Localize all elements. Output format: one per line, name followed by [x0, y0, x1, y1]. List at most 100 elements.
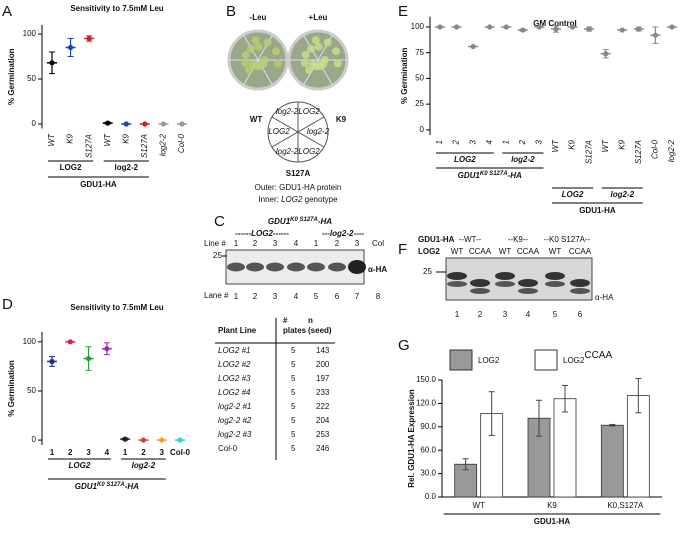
y-tick-label: 90.0 [420, 422, 436, 431]
group-label: --K0 S127A-- [544, 235, 591, 244]
table-cell: LOG2 #2 [218, 360, 251, 369]
table-cell: log2-2 #1 [218, 402, 251, 411]
x-tick-label: WT [472, 501, 485, 510]
legend-part: Inner: [258, 195, 281, 204]
colony [273, 59, 282, 68]
band [246, 262, 264, 272]
legend-text: Outer: GDU1-HA protein [255, 183, 342, 192]
bar [600, 424, 624, 498]
point [49, 60, 55, 66]
panel-letter: D [2, 296, 13, 313]
colony [306, 44, 315, 53]
y-axis-label: % Germination [7, 48, 16, 105]
column-header: # [283, 316, 288, 325]
genotype-label: WT [451, 247, 464, 256]
point [569, 24, 576, 30]
x-tick-label: 3 [86, 448, 91, 457]
x-tick-label: 2 [452, 139, 461, 145]
legend-name: LOG2 [563, 356, 585, 365]
line-number: 2 [335, 239, 340, 248]
column-header: Plant Line [218, 326, 257, 335]
point [503, 24, 509, 30]
point [669, 24, 675, 30]
band [328, 262, 346, 272]
y-tick-label: 50 [27, 74, 36, 83]
table-cell: 143 [316, 346, 330, 355]
column-header: n [308, 316, 313, 325]
band [495, 281, 515, 287]
legend-part: LOG2 [281, 195, 303, 204]
x-tick-label: 2 [141, 448, 146, 457]
band [447, 281, 467, 287]
y-tick-label: 25 [415, 99, 424, 108]
table-cell: LOG2 #4 [218, 388, 251, 397]
table-cell: 5 [291, 346, 296, 355]
group-label: --K9-- [508, 235, 529, 244]
label-sup: K0 S127A [290, 217, 318, 223]
colony [263, 38, 272, 47]
y-axis-label: % Germination [400, 48, 409, 105]
x-tick-label: K9 [547, 501, 557, 510]
colony [248, 60, 257, 69]
table-cell: 5 [291, 360, 296, 369]
label-suffix: -HA [125, 482, 139, 491]
point [586, 26, 592, 32]
lane-number: 6 [578, 310, 583, 319]
table-cell: Col-0 [218, 444, 238, 453]
point [159, 437, 165, 443]
genotype-label: WT [549, 247, 562, 256]
label-suffix: -HA [318, 217, 332, 226]
group-label: LOG2 [562, 190, 584, 199]
group-label: --WT-- [459, 235, 482, 244]
row-heading: LOG2 [418, 247, 440, 256]
group-label: log2-2 [611, 190, 635, 199]
y-tick-label: 60.0 [420, 445, 436, 454]
x-tick-label: 4 [485, 139, 494, 144]
construct-label: GDU1-HA [579, 206, 616, 215]
y-tick-label: 120.0 [416, 399, 437, 408]
x-tick-label: log2-2 [667, 139, 676, 162]
line-number: 3 [273, 239, 278, 248]
line-number: 2 [253, 239, 258, 248]
band [570, 288, 590, 294]
colony [301, 58, 310, 67]
band [227, 262, 245, 272]
group-label: log2-2 [511, 155, 535, 164]
band [470, 288, 490, 294]
band [545, 272, 565, 280]
panel-letter: E [398, 3, 408, 20]
genotype-label: ------LOG2------ [235, 229, 289, 238]
colony [241, 50, 250, 59]
band [570, 279, 590, 287]
x-tick-label: WT [551, 139, 560, 153]
lane-number: 7 [355, 292, 360, 301]
colony [245, 65, 254, 74]
genotype-label: LOG2 [298, 147, 320, 156]
label-sup: K0 S127A [97, 482, 125, 488]
colony [314, 42, 323, 51]
diagram-divider [271, 116, 325, 148]
lane-number: 4 [526, 310, 531, 319]
column-header: plates [283, 326, 307, 335]
condition-label: -Leu [250, 13, 267, 22]
x-tick-label: K9 [66, 133, 75, 143]
table-cell: 5 [291, 444, 296, 453]
construct-label: GDU1K0 S127A-HA [268, 217, 332, 227]
x-tick-label: 2 [518, 139, 527, 145]
table-cell: 5 [291, 388, 296, 397]
point [553, 26, 559, 32]
genotype-label: CCAA [469, 247, 492, 256]
y-tick-label: 0 [32, 119, 37, 128]
colony [308, 60, 317, 69]
x-tick-label: K9 [617, 139, 626, 149]
size-marker: 25 [423, 267, 432, 276]
band [447, 272, 467, 280]
point [140, 437, 147, 443]
row-heading: Lane # [204, 291, 229, 300]
colony [254, 42, 263, 51]
line-number: 1 [314, 239, 319, 248]
group-label: LOG2 [60, 163, 82, 172]
legend-text: Inner: LOG2 genotype [258, 195, 338, 204]
lane-number: 8 [376, 292, 381, 301]
y-axis-label: % Germination [7, 360, 16, 417]
